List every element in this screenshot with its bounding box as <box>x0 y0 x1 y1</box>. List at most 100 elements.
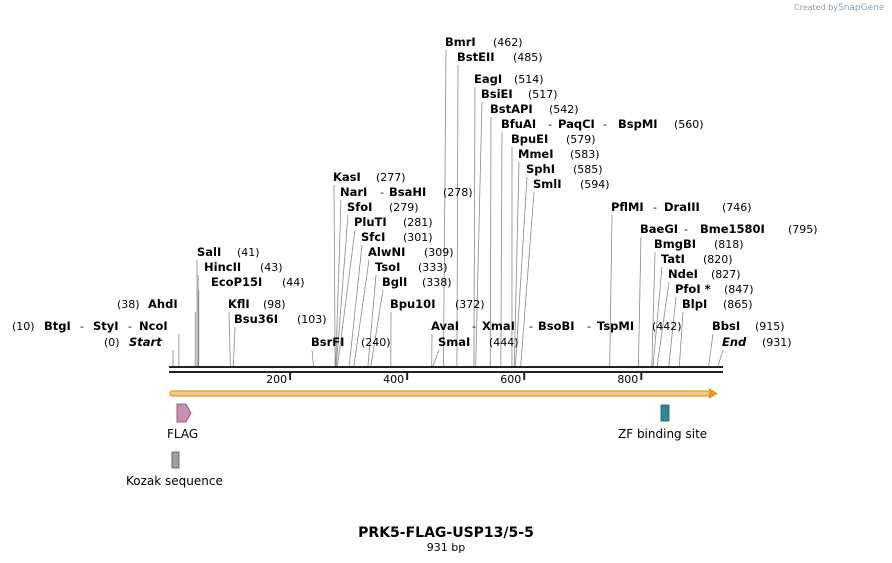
site-position-label: (931) <box>762 336 792 349</box>
site-position-label: (865) <box>723 298 753 311</box>
site-name-label[interactable]: KasI <box>333 170 361 184</box>
site-name-label[interactable]: SmlI <box>533 177 562 191</box>
site-separator: - <box>684 223 688 236</box>
site-leader-line <box>311 349 314 367</box>
site-name-label[interactable]: SfcI <box>361 230 385 244</box>
site-position-label: (278) <box>443 186 473 199</box>
site-name-label[interactable]: StyI <box>93 319 119 333</box>
site-separator: - <box>603 118 607 131</box>
site-name-label[interactable]: BstAPI <box>490 102 533 116</box>
site-name-label[interactable]: AlwNI <box>368 245 405 259</box>
site-position-label: (442) <box>652 320 682 333</box>
site-leader-line <box>432 349 440 367</box>
site-name-label[interactable]: AhdI <box>148 297 178 311</box>
site-name-label[interactable]: EcoP15I <box>211 275 262 289</box>
site-name-label[interactable]: TsoI <box>375 260 400 274</box>
site-name-label[interactable]: AvaI <box>431 319 459 333</box>
feature-label-flag: FLAG <box>167 427 198 441</box>
site-name-label[interactable]: NarI <box>340 185 367 199</box>
site-separator: - <box>529 320 533 333</box>
site-position-label: (44) <box>282 276 305 289</box>
site-name-label[interactable]: SphI <box>526 162 555 176</box>
site-position-label: (372) <box>455 298 485 311</box>
site-leader-line <box>652 266 663 367</box>
site-name-label[interactable]: BspMI <box>618 117 658 131</box>
site-name-label[interactable]: DraIII <box>664 200 700 214</box>
site-name-label[interactable]: BglI <box>382 275 407 289</box>
site-position-label: (485) <box>513 51 543 64</box>
site-name-label[interactable]: TspMI <box>597 319 634 333</box>
site-name-label[interactable]: BtgI <box>44 319 71 333</box>
site-leader-line <box>367 274 377 367</box>
site-name-label[interactable]: BmgBI <box>654 237 696 251</box>
site-position-label: (279) <box>389 201 419 214</box>
site-leader-line <box>520 191 535 367</box>
site-name-label[interactable]: BsaHI <box>389 185 426 199</box>
site-leader-line <box>651 251 656 367</box>
site-position-label: (517) <box>528 88 558 101</box>
site-name-label[interactable]: Bme1580I <box>700 222 765 236</box>
site-leader-line <box>500 131 503 367</box>
site-position-label: (594) <box>580 178 610 191</box>
site-name-label[interactable]: HincII <box>204 260 241 274</box>
site-name-label[interactable]: BsoBI <box>538 319 575 333</box>
site-position-label: (583) <box>570 148 600 161</box>
site-leader-line <box>333 184 336 367</box>
site-name-label[interactable]: BlpI <box>682 297 707 311</box>
site-name-label[interactable]: MmeI <box>518 147 554 161</box>
feature-zf-binding-site[interactable]: ZF binding site <box>618 404 707 441</box>
site-position-label: (333) <box>418 261 448 274</box>
site-leader-line <box>353 259 370 367</box>
site-name-label[interactable]: BpuEI <box>511 132 548 146</box>
site-name-label[interactable]: NdeI <box>668 267 698 281</box>
site-name-label[interactable]: SmaI <box>438 335 470 349</box>
site-name-label[interactable]: BfuAI <box>501 117 536 131</box>
site-separator: - <box>472 320 476 333</box>
feature-kozak[interactable]: Kozak sequence <box>126 451 223 488</box>
feature-flag[interactable]: FLAG <box>167 403 198 441</box>
site-separator: - <box>653 201 657 214</box>
site-position-label: (10) <box>12 320 35 333</box>
site-name-label[interactable]: BsiEI <box>481 87 513 101</box>
site-position-label: (820) <box>703 253 733 266</box>
site-name-label[interactable]: PaqCI <box>558 117 595 131</box>
site-name-label[interactable]: SalI <box>197 245 221 259</box>
site-leader-line <box>443 49 447 367</box>
site-name-label[interactable]: KflI <box>228 297 250 311</box>
site-name-label[interactable]: PluTI <box>354 215 387 229</box>
site-name-label[interactable]: SfoI <box>347 200 372 214</box>
site-leader-line <box>348 244 363 367</box>
site-name-label[interactable]: EagI <box>474 72 502 86</box>
zf-box-icon <box>660 404 670 422</box>
site-separator: - <box>587 320 591 333</box>
site-position-label: (0) <box>104 336 120 349</box>
snapgene-credit: Created by SnapGene <box>794 3 885 13</box>
site-name-label[interactable]: BsrFI <box>311 335 344 349</box>
orf-arrowhead <box>709 388 718 399</box>
site-position-label: (847) <box>724 283 754 296</box>
site-position-label: (542) <box>549 103 579 116</box>
site-name-label[interactable]: XmaI <box>482 319 515 333</box>
site-position-label: (301) <box>403 231 433 244</box>
site-name-label[interactable]: NcoI <box>139 319 168 333</box>
site-leader-line <box>609 214 613 367</box>
site-name-label[interactable]: BaeGI <box>640 222 678 236</box>
feature-label-zf: ZF binding site <box>618 427 707 441</box>
site-name-label[interactable]: PflMI <box>611 200 644 214</box>
ruler-tick-label: 200 <box>266 373 287 386</box>
site-leader-line <box>337 229 356 367</box>
site-leader-line <box>708 333 714 367</box>
site-leader-line <box>370 289 384 367</box>
site-name-label[interactable]: BbsI <box>712 319 740 333</box>
sequence-end-label: End <box>722 335 747 349</box>
map-title: PRK5-FLAG-USP13/5-5 <box>358 525 534 541</box>
site-name-label[interactable]: Bsu36I <box>234 312 278 326</box>
site-name-label[interactable]: BstEII <box>457 50 495 64</box>
site-name-label[interactable]: BmrI <box>445 35 476 49</box>
site-name-label[interactable]: Bpu10I <box>390 297 435 311</box>
site-name-label[interactable]: PfoI * <box>675 282 711 296</box>
site-name-label[interactable]: TatI <box>661 252 685 266</box>
orf-bar <box>169 390 711 397</box>
